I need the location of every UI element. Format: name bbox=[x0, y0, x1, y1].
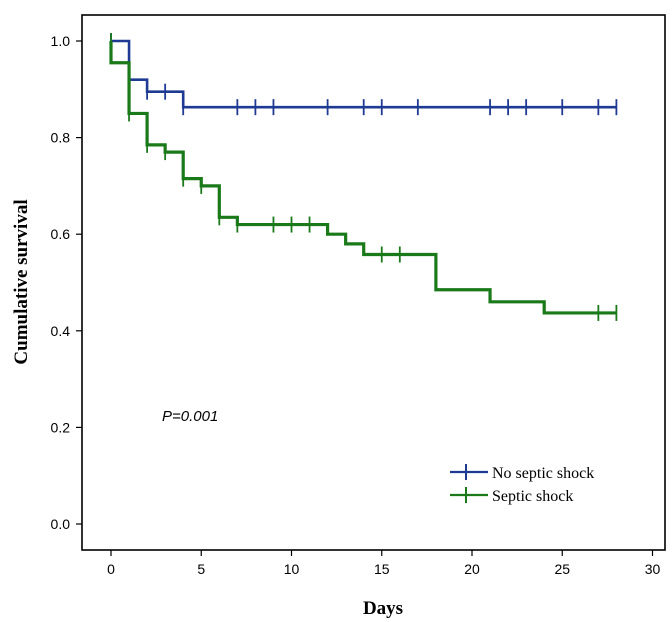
series-lines bbox=[109, 33, 618, 321]
plot-frame bbox=[81, 14, 666, 551]
y-tick-label-0: 0.0 bbox=[51, 516, 71, 532]
x-ticks: 0 5 10 15 20 25 30 bbox=[107, 550, 660, 577]
x-tick-label-15: 15 bbox=[374, 561, 390, 577]
y-axis-title: Cumulative survival bbox=[11, 199, 32, 364]
x-tick-label-10: 10 bbox=[284, 561, 300, 577]
p-value-annotation: P=0.001 bbox=[162, 408, 218, 425]
x-tick-label-20: 20 bbox=[464, 561, 480, 577]
y-ticks: 0.0 0.2 0.4 0.6 0.8 1.0 bbox=[51, 33, 82, 532]
x-tick-label-25: 25 bbox=[554, 561, 570, 577]
x-axis-title: Days bbox=[363, 598, 403, 619]
series-line-septic-shock bbox=[109, 41, 617, 315]
y-tick-label-4: 0.8 bbox=[51, 130, 71, 146]
series-line-no-septic-shock bbox=[111, 39, 617, 109]
y-tick-label-5: 1.0 bbox=[51, 33, 71, 49]
x-tick-label-30: 30 bbox=[645, 561, 661, 577]
legend-label-septic-shock: Septic shock bbox=[492, 488, 573, 505]
plot-frame-group bbox=[81, 14, 666, 551]
y-tick-label-3: 0.6 bbox=[51, 226, 71, 242]
y-tick-label-1: 0.2 bbox=[51, 419, 71, 435]
legend: No septic shock Septic shock bbox=[450, 464, 594, 505]
x-tick-label-0: 0 bbox=[107, 561, 115, 577]
x-tick-label-5: 5 bbox=[197, 561, 205, 577]
y-tick-label-2: 0.4 bbox=[51, 323, 71, 339]
legend-label-no-septic-shock: No septic shock bbox=[492, 465, 594, 482]
